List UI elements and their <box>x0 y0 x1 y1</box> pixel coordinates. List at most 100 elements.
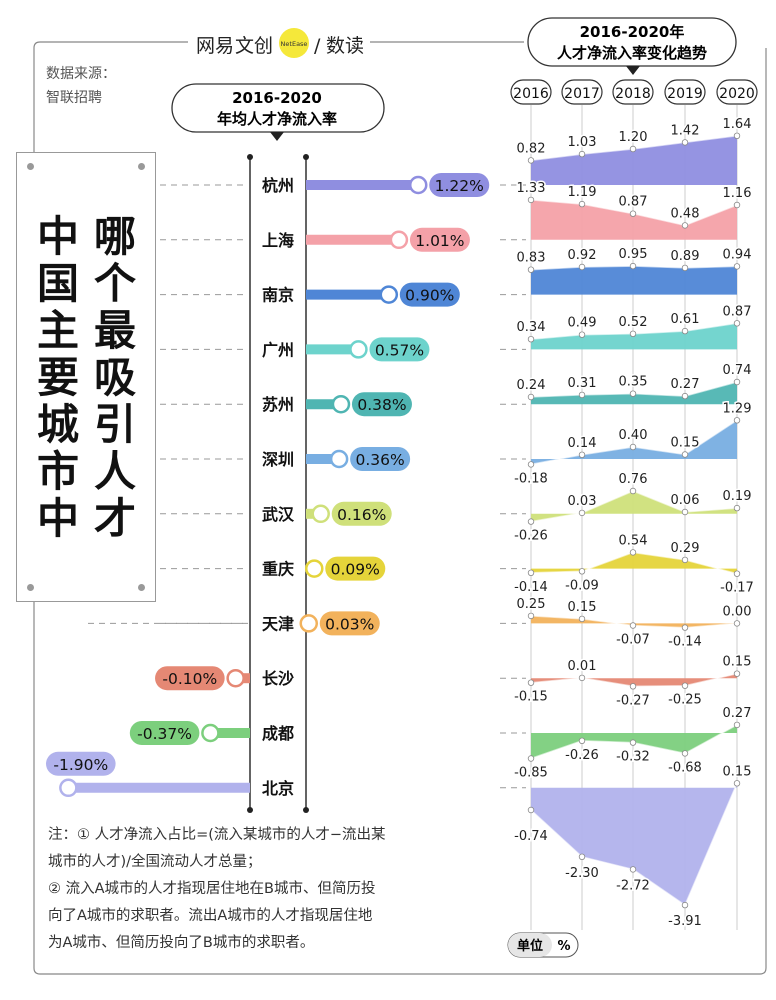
trend-value-label: 1.64 <box>723 117 752 132</box>
bar-end-marker <box>389 230 409 250</box>
trend-value-label: 0.40 <box>619 428 648 443</box>
bar-value-pill <box>351 392 412 417</box>
trend-value-label: 0.49 <box>568 316 597 331</box>
brand-badge-circle <box>279 28 309 58</box>
unit-label: 单位 % <box>507 932 579 958</box>
trend-point <box>629 443 637 451</box>
bar-end-marker <box>349 340 368 359</box>
title-card-dot <box>138 163 145 170</box>
trend-value-label: 0.52 <box>619 315 648 330</box>
bar-chart: 杭州 1.22% 上海 1.01% 南京 0.90% 广州 0.57% 苏州 0.38% 深圳 0.3… <box>46 173 490 798</box>
trend-point <box>681 901 689 909</box>
data-source: 数据来源： 智联招聘 <box>46 62 116 110</box>
city-label: 重庆 <box>262 560 294 579</box>
footnote-line: ② 流入A城市的人才指现居住地在B城市、但简历投 <box>48 881 376 897</box>
axis-rail-right-top <box>303 154 309 160</box>
trend-value-label: 0.01 <box>568 659 597 674</box>
bar-value-pill <box>399 282 460 307</box>
trend-point <box>733 620 741 627</box>
bar-value-pill <box>319 611 380 636</box>
trend-point <box>578 263 586 271</box>
trend-point <box>733 780 741 787</box>
trend-value-label: 0.76 <box>619 472 648 487</box>
trend-point <box>527 679 535 686</box>
unit-value: % <box>557 939 570 954</box>
bar-value-label: 0.03% <box>325 615 374 633</box>
bar-end-marker <box>201 723 220 743</box>
trend-value-label: 0.27 <box>723 706 752 721</box>
bar-value-pill <box>46 751 116 776</box>
bar-end-marker <box>299 614 319 633</box>
bar-value-pill <box>155 666 225 691</box>
trend-value-label: 0.15 <box>671 436 700 451</box>
trend-area-重庆 <box>531 552 737 574</box>
trend-value-label: 1.33 <box>517 181 546 196</box>
trend-value-label: 0.31 <box>568 376 597 391</box>
bar-end-marker <box>329 449 349 469</box>
trend-value-label: 1.20 <box>619 130 648 145</box>
trend-area-上海 <box>531 199 737 240</box>
trend-point <box>629 622 637 629</box>
trend-point <box>527 157 535 164</box>
bar-value-pill <box>429 173 490 197</box>
trend-value-label: 0.15 <box>568 600 597 615</box>
trend-value-label: 0.92 <box>568 248 597 263</box>
trend-point <box>578 615 586 623</box>
trend-point <box>629 549 637 556</box>
bar-end-marker <box>379 285 399 304</box>
trend-value-label: 0.06 <box>671 493 700 508</box>
bar-value-pill <box>331 501 392 526</box>
trend-value-label: 1.42 <box>671 123 700 138</box>
trend-point <box>578 451 586 458</box>
trend-value-label: 0.14 <box>568 436 597 451</box>
trend-point <box>578 200 586 208</box>
brand-slash: / <box>314 35 321 57</box>
trend-value-label: 0.83 <box>517 251 546 266</box>
year-pill <box>612 79 654 105</box>
trend-point <box>527 461 535 468</box>
axis-rail-left-top <box>247 154 253 160</box>
trend-value-label: -0.85 <box>514 766 548 781</box>
trend-value-label: -0.27 <box>616 693 650 708</box>
data-source-line2: 智联招聘 <box>46 90 102 106</box>
year-pill <box>561 79 603 105</box>
trend-value-label: 1.16 <box>723 186 752 201</box>
title-column-1: 中国主要城市中 <box>36 212 79 543</box>
trend-value-label: -2.72 <box>616 878 650 893</box>
trend-value-label: 0.34 <box>517 320 546 335</box>
brand-badge: NetEase <box>281 40 308 48</box>
trend-point <box>527 806 535 814</box>
trend-value-label: 0.00 <box>723 604 752 619</box>
trend-point <box>629 210 637 217</box>
trend-header-line1: 2016-2020年 <box>580 23 685 41</box>
trend-point <box>629 866 637 873</box>
trend-point <box>629 390 637 397</box>
trend-point <box>681 750 689 757</box>
trend-value-label: 0.27 <box>671 377 700 392</box>
trend-value-label: 1.03 <box>568 135 597 150</box>
trend-value-label: -0.15 <box>514 690 548 705</box>
bar-header: 2016-2020 年均人才净流入率 <box>171 83 385 141</box>
trend-header-pointer <box>626 66 640 75</box>
trend-point <box>733 570 741 577</box>
trend-value-label: -0.68 <box>668 760 702 775</box>
trend-value-label: -0.74 <box>514 829 548 844</box>
trend-value-label: 1.29 <box>723 401 752 416</box>
bar-end-marker <box>59 778 78 798</box>
bar-value-label: 1.01% <box>415 232 464 250</box>
city-label: 上海 <box>262 231 294 250</box>
brand-right: 数读 <box>326 35 364 57</box>
trend-point <box>681 508 689 516</box>
bar-value-label: -1.90% <box>53 756 108 774</box>
trend-point <box>733 504 741 512</box>
trend-value-label: 0.24 <box>517 378 546 393</box>
trend-header-line2: 人才净流入率变化趋势 <box>557 44 707 62</box>
bar-value-label: -0.10% <box>162 670 217 688</box>
trend-point <box>527 518 535 525</box>
trend-value-label: -0.25 <box>668 693 702 708</box>
footnote: 注：① 人才净流入占比=(流入某城市的人才−流出某 城市的人才)/全国流动人才总… <box>48 822 478 957</box>
trend-point <box>527 755 535 762</box>
trend-value-label: 0.61 <box>671 312 700 327</box>
bar-end-marker <box>226 668 245 688</box>
